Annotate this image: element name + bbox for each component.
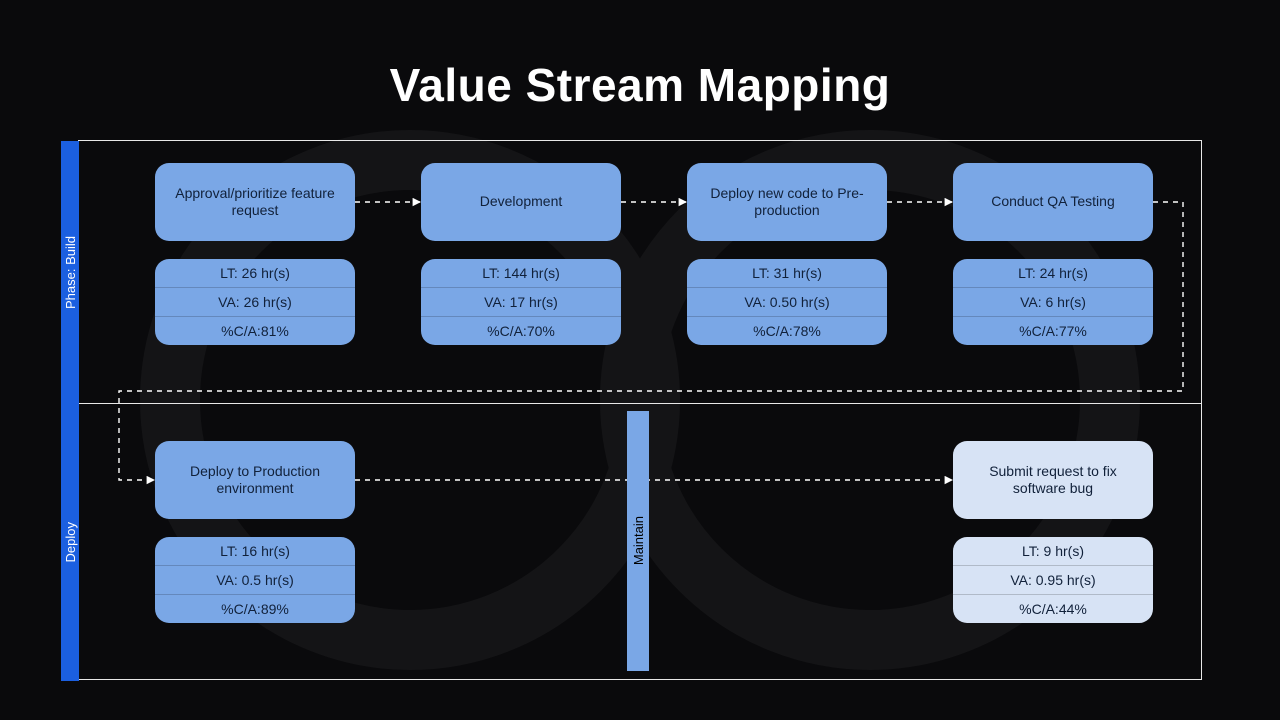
step-metrics: LT: 31 hr(s)VA: 0.50 hr(s)%C/A:78% bbox=[687, 259, 887, 345]
phase-tab-label: Maintain bbox=[631, 516, 646, 565]
phase-tab-label: Deploy bbox=[63, 522, 78, 562]
phase-tab-label: Phase: Build bbox=[63, 236, 78, 309]
metric-ca: %C/A:70% bbox=[421, 317, 621, 345]
vsm-frame: Phase: BuildDeployMaintainApproval/prior… bbox=[78, 140, 1202, 680]
row-separator bbox=[79, 403, 1201, 404]
step-title: Conduct QA Testing bbox=[953, 163, 1153, 241]
metric-lt: LT: 144 hr(s) bbox=[421, 259, 621, 288]
step-metrics: LT: 26 hr(s)VA: 26 hr(s)%C/A:81% bbox=[155, 259, 355, 345]
step-title: Deploy to Production environment bbox=[155, 441, 355, 519]
metric-ca: %C/A:89% bbox=[155, 595, 355, 623]
step-metrics: LT: 9 hr(s)VA: 0.95 hr(s)%C/A:44% bbox=[953, 537, 1153, 623]
vsm-step: Deploy new code to Pre-production LT: 31 … bbox=[687, 163, 887, 345]
step-title: Approval/prioritize feature request bbox=[155, 163, 355, 241]
vsm-step: Submit request to fix software bug LT: 9 … bbox=[953, 441, 1153, 623]
step-title: Development bbox=[421, 163, 621, 241]
metric-lt: LT: 16 hr(s) bbox=[155, 537, 355, 566]
step-metrics: LT: 24 hr(s)VA: 6 hr(s)%C/A:77% bbox=[953, 259, 1153, 345]
step-metrics: LT: 144 hr(s)VA: 17 hr(s)%C/A:70% bbox=[421, 259, 621, 345]
metric-va: VA: 0.95 hr(s) bbox=[953, 566, 1153, 595]
step-metrics: LT: 16 hr(s)VA: 0.5 hr(s)%C/A:89% bbox=[155, 537, 355, 623]
step-title: Submit request to fix software bug bbox=[953, 441, 1153, 519]
vsm-step: Approval/prioritize feature request LT: 2… bbox=[155, 163, 355, 345]
metric-lt: LT: 24 hr(s) bbox=[953, 259, 1153, 288]
vsm-step: Development LT: 144 hr(s)VA: 17 hr(s)%C/A… bbox=[421, 163, 621, 345]
metric-va: VA: 6 hr(s) bbox=[953, 288, 1153, 317]
phase-tab-build: Phase: Build bbox=[61, 141, 79, 403]
metric-ca: %C/A:78% bbox=[687, 317, 887, 345]
metric-va: VA: 0.50 hr(s) bbox=[687, 288, 887, 317]
step-title: Deploy new code to Pre-production bbox=[687, 163, 887, 241]
page-title: Value Stream Mapping bbox=[0, 58, 1280, 112]
vsm-step: Conduct QA Testing LT: 24 hr(s)VA: 6 hr(s… bbox=[953, 163, 1153, 345]
metric-lt: LT: 31 hr(s) bbox=[687, 259, 887, 288]
metric-lt: LT: 9 hr(s) bbox=[953, 537, 1153, 566]
metric-ca: %C/A:81% bbox=[155, 317, 355, 345]
vsm-step: Deploy to Production environment LT: 16 h… bbox=[155, 441, 355, 623]
metric-va: VA: 0.5 hr(s) bbox=[155, 566, 355, 595]
phase-tab-deploy: Deploy bbox=[61, 403, 79, 681]
metric-va: VA: 26 hr(s) bbox=[155, 288, 355, 317]
metric-lt: LT: 26 hr(s) bbox=[155, 259, 355, 288]
stage: Value Stream Mapping Phase: BuildDeployM… bbox=[0, 0, 1280, 720]
metric-ca: %C/A:44% bbox=[953, 595, 1153, 623]
metric-va: VA: 17 hr(s) bbox=[421, 288, 621, 317]
metric-ca: %C/A:77% bbox=[953, 317, 1153, 345]
phase-tab-maintain: Maintain bbox=[627, 411, 649, 671]
